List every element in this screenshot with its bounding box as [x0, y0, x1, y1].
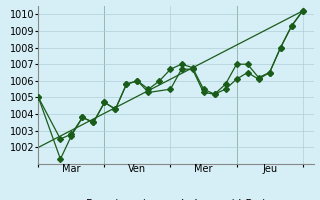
Text: Ven: Ven — [128, 164, 147, 174]
Text: Pression niveau de la mer( hPa ): Pression niveau de la mer( hPa ) — [86, 199, 266, 200]
Text: Mar: Mar — [62, 164, 81, 174]
Text: Jeu: Jeu — [262, 164, 277, 174]
Text: Mer: Mer — [194, 164, 213, 174]
